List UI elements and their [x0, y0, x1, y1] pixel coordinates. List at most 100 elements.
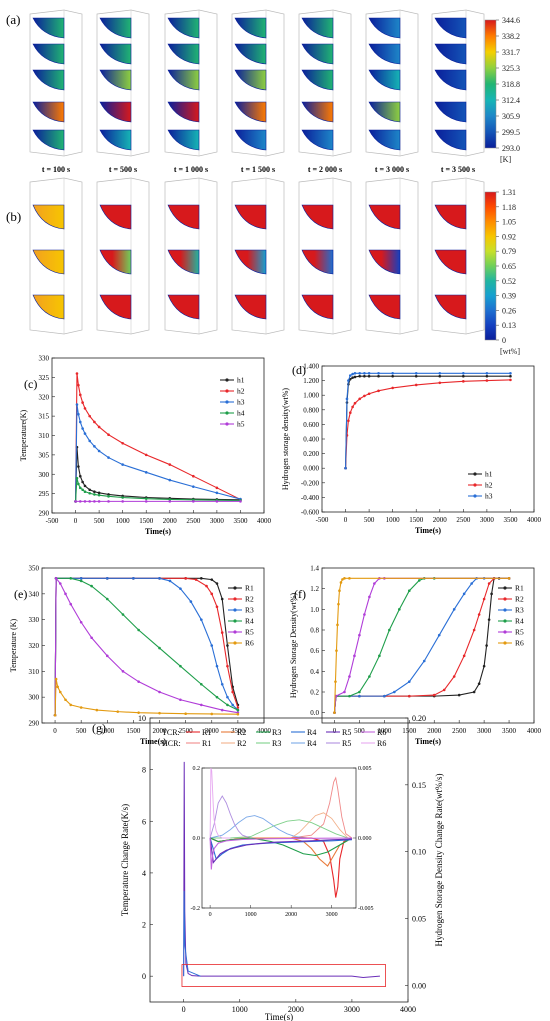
panel-a-slice: [234, 17, 267, 39]
data-point-R3: [200, 618, 203, 621]
data-point-h3: [344, 466, 347, 470]
data-point-R3: [231, 703, 234, 707]
series-line-h1: [75, 447, 241, 502]
data-point-h1: [77, 465, 80, 468]
legend-label: h2: [485, 481, 493, 490]
data-point-h5: [215, 500, 219, 503]
panel-b-slice: [234, 249, 267, 275]
data-point-R5: [158, 690, 161, 694]
y2-tick-label: 0.05: [412, 914, 426, 923]
x-tick-label: 4000: [257, 517, 272, 525]
y-tick-label: 320: [39, 393, 50, 401]
panel-b-column: [96, 177, 150, 335]
data-point-h4: [107, 495, 110, 498]
data-point-R4: [105, 597, 109, 601]
data-point-R5: [358, 633, 361, 637]
data-point-h2: [81, 401, 84, 404]
y-tick-label: 0.4: [310, 668, 319, 676]
y-tick-label: 0.600: [303, 421, 319, 429]
panel-a-slice: [99, 43, 132, 65]
data-point-h1: [363, 374, 366, 378]
panel-a-colorbar: [484, 19, 497, 149]
data-point-R3: [383, 694, 386, 698]
panel-b-colorbar-label: 1.18: [502, 203, 516, 212]
data-point-R2: [452, 675, 456, 678]
data-point-h2: [462, 380, 465, 383]
data-point-R6: [116, 710, 120, 713]
legend-marker: [225, 400, 229, 404]
data-point-R2: [184, 577, 187, 580]
data-point-R1: [200, 577, 203, 580]
data-point-h3: [509, 372, 512, 375]
data-point-R6: [137, 711, 140, 714]
panel-a-slice: [99, 129, 132, 151]
data-point-h3: [462, 372, 465, 375]
data-point-R4: [137, 628, 140, 632]
data-point-R6: [341, 578, 344, 581]
data-point-R1: [485, 644, 488, 647]
legend-label: R4: [307, 739, 316, 748]
series-line-h3: [345, 372, 511, 469]
panel-a-column: [164, 9, 218, 157]
data-point-R2: [220, 631, 224, 634]
data-point-R2: [215, 605, 219, 609]
x-tick-label: 1000: [100, 727, 115, 735]
x-tick-label: 1500: [402, 727, 417, 735]
series-line-main-2: [183, 890, 201, 977]
panel-b-colorbar-label: 1.05: [502, 218, 516, 227]
panel-b-column: [164, 177, 218, 335]
x-axis-label: Time(s): [265, 1012, 293, 1021]
data-point-h2: [438, 381, 442, 385]
data-point-h1: [485, 374, 489, 378]
data-point-R2: [226, 664, 229, 668]
data-point-R5: [105, 654, 109, 658]
data-point-h2: [348, 411, 352, 415]
inset-x-tick-label: 3000: [326, 912, 338, 918]
legend-label: R3: [272, 728, 281, 737]
y-tick-label: 0.8: [310, 627, 319, 635]
data-point-R6: [339, 581, 343, 584]
data-point-R6: [79, 706, 83, 709]
panel-a-slice: [368, 129, 401, 151]
data-point-R3: [422, 659, 426, 663]
panel-time-label: t = 500 s: [109, 165, 137, 174]
y-tick-label: 310: [39, 432, 50, 440]
data-point-R1: [487, 618, 491, 621]
chart-e: 0 500 1000 1500 2000 2500 3000 3500 4000 290 300 31…: [9, 565, 272, 747]
y-tick-label: 6: [142, 817, 146, 826]
data-point-R4: [215, 695, 219, 699]
series-line-R5: [54, 576, 238, 716]
legend-label: R6: [377, 739, 386, 748]
legend-marker: [503, 586, 507, 590]
panel-a-slice: [234, 69, 267, 91]
panel-b-column: [365, 177, 419, 335]
legend-label: R5: [515, 628, 524, 637]
x-tick-label: 500: [354, 727, 365, 735]
x-tick-label: 4000: [400, 1005, 416, 1014]
data-point-h3: [367, 372, 371, 375]
data-point-R6: [58, 690, 62, 694]
data-point-h4: [77, 482, 80, 486]
y-tick-label: 1.000: [303, 392, 319, 400]
data-point-R4: [90, 584, 93, 588]
x-tick-label: 1500: [409, 516, 424, 524]
data-point-h3: [83, 432, 87, 435]
series-line-main: [183, 761, 380, 978]
data-point-R3: [462, 592, 466, 596]
data-point-R4: [368, 675, 371, 678]
series-line-R2: [54, 577, 239, 716]
legend-label: R2: [245, 595, 254, 604]
series-line-h2: [75, 373, 241, 502]
data-point-R4: [236, 708, 240, 712]
data-point-h2: [353, 401, 357, 405]
legend-marker: [233, 619, 237, 623]
data-point-h2: [77, 383, 80, 387]
data-point-R6: [54, 677, 58, 681]
panel-a-colorbar-label: 338.2: [502, 32, 520, 41]
legend-label: R1: [202, 728, 211, 737]
panel-a-column: [231, 9, 285, 157]
data-point-R5: [220, 708, 224, 712]
y-tick-label: 1.0: [310, 606, 319, 614]
data-point-R2: [462, 654, 466, 658]
panel-time-label: t = 3 000 s: [375, 165, 409, 174]
